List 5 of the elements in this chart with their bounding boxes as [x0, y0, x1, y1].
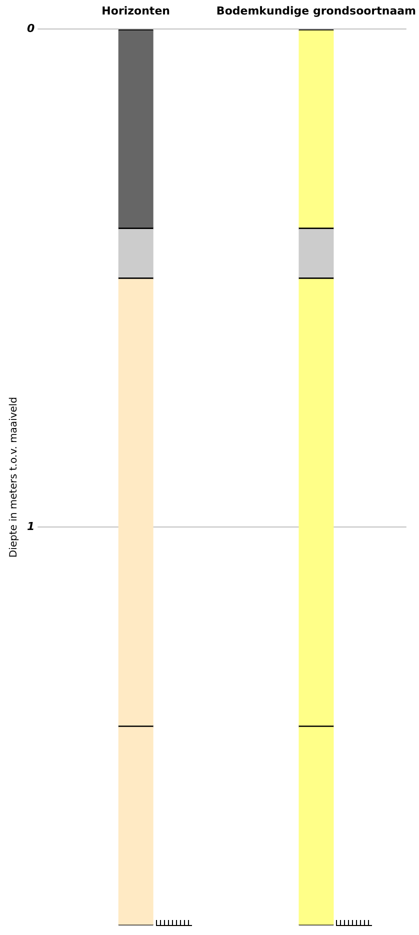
- x-tick-label: Bodemkundige grondsoortnaam: [216, 4, 416, 18]
- y-tick-label: 1: [27, 520, 35, 533]
- y-tick-label: 0: [27, 22, 35, 36]
- y-axis-title: Diepte in meters t.o.v. maaiveld: [8, 396, 20, 558]
- x-tick-label: Horizonten: [102, 4, 170, 18]
